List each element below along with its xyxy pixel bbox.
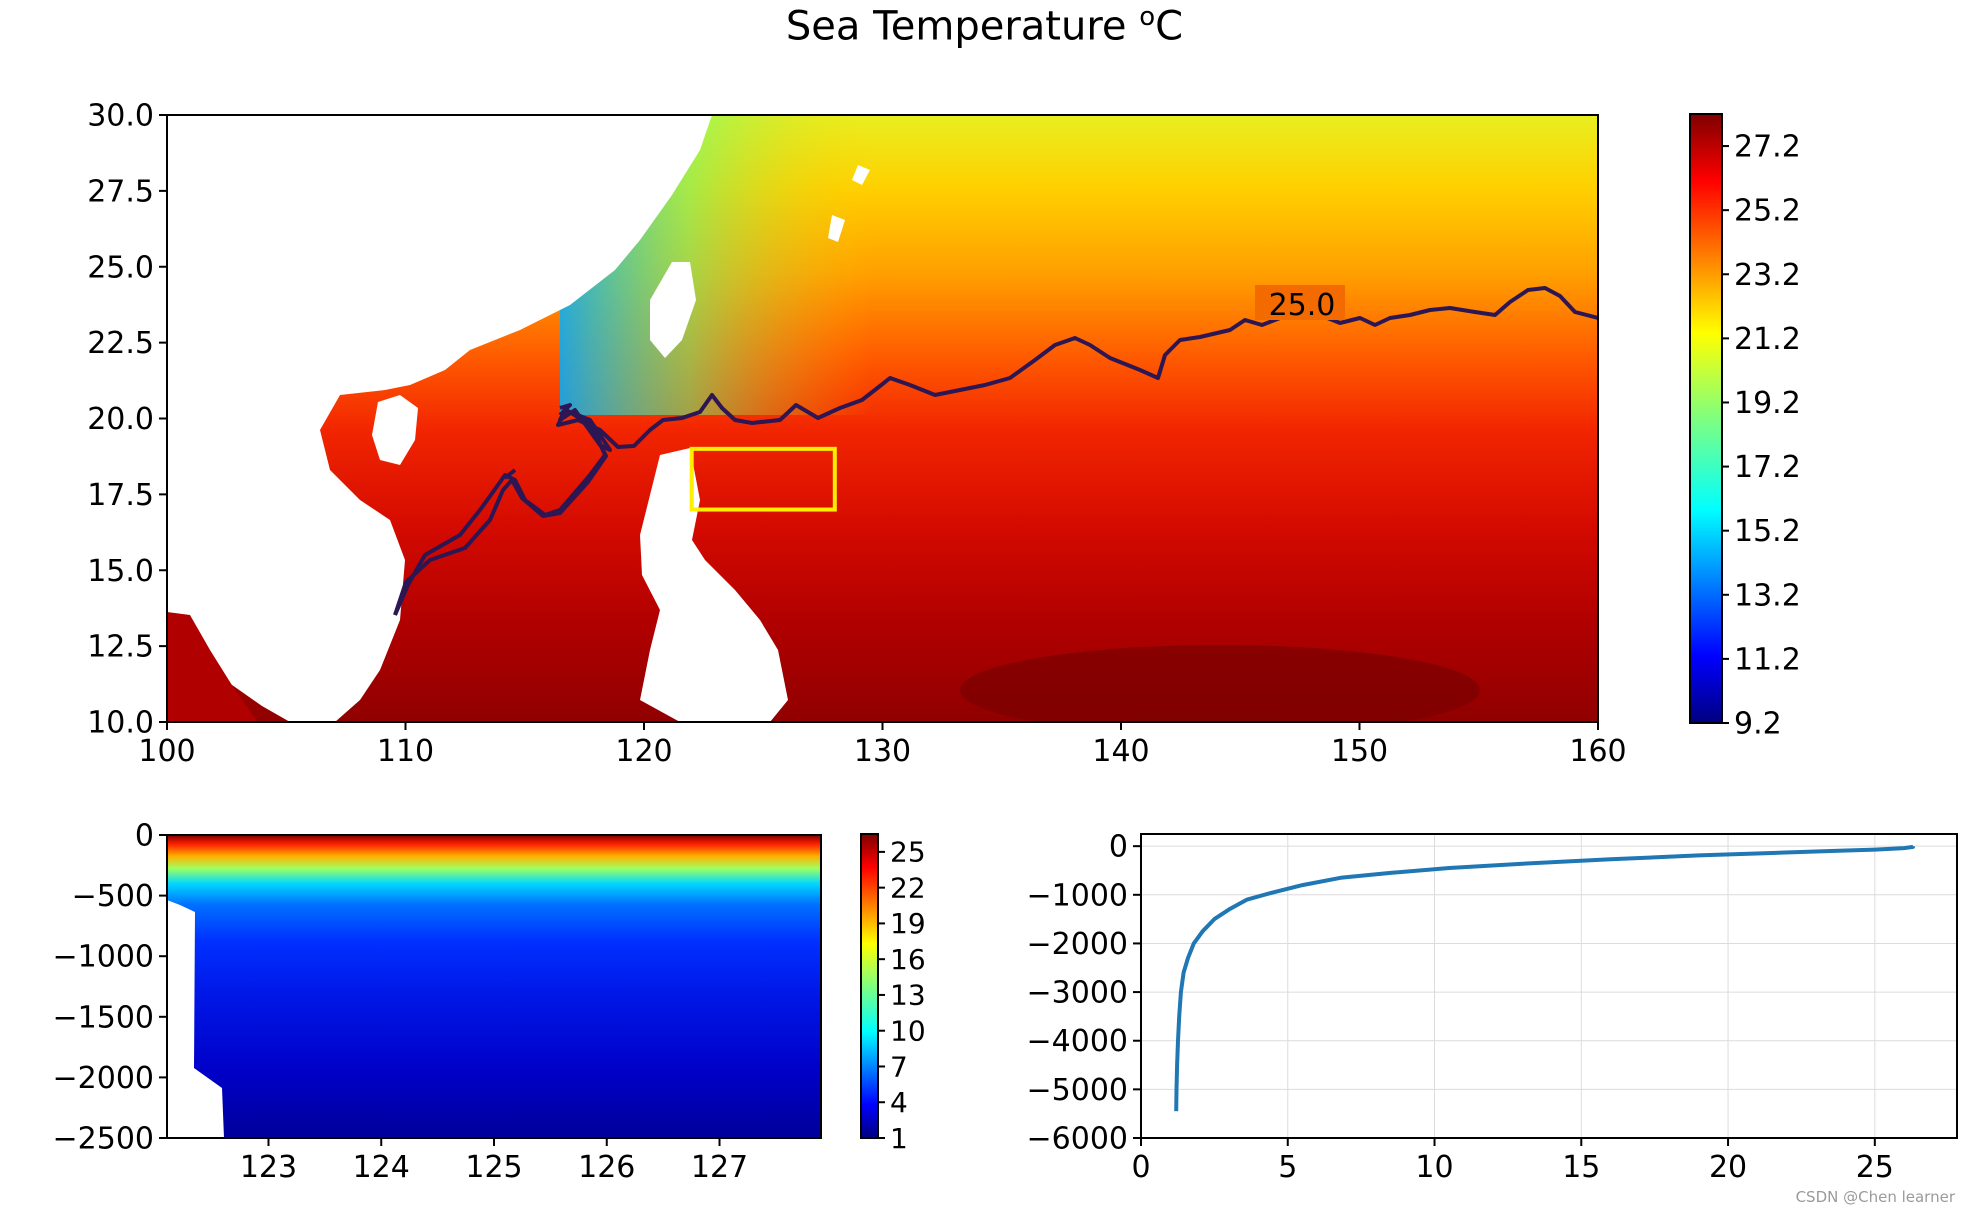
land-hainan (372, 395, 418, 465)
x-tick-label: 140 (1092, 734, 1149, 769)
sst-map-colorbar-gradient (1690, 114, 1722, 723)
colorbar-tick-label: 23.2 (1734, 258, 1801, 293)
x-tick-label: 5 (1278, 1150, 1297, 1185)
colorbar-tick-label: 7 (890, 1050, 908, 1083)
sst-map-colorbar-frame (1689, 113, 1723, 724)
profile-grid (1140, 834, 1957, 1139)
y-tick-label: 22.5 (87, 326, 154, 361)
y-tick-label: 0 (135, 819, 154, 854)
colorbar-tick-label: 17.2 (1734, 450, 1801, 485)
sst-map-x-axis: 100 110 120 130 140 150 160 (138, 722, 1627, 769)
y-tick-label: −1000 (1027, 878, 1128, 913)
colorbar-tick-label: 27.2 (1734, 130, 1801, 165)
profile-frame (1140, 833, 1958, 1139)
y-tick-label: 12.5 (87, 630, 154, 665)
gulf-of-thailand-water (167, 612, 258, 722)
y-tick-label: −3000 (1027, 976, 1128, 1011)
y-tick-label: 17.5 (87, 478, 154, 513)
x-tick-label: 130 (854, 734, 911, 769)
y-tick-label: 25.0 (87, 250, 154, 285)
x-tick-label: 125 (465, 1150, 522, 1185)
x-tick-label: 110 (377, 734, 434, 769)
y-tick-label: 0 (1109, 830, 1128, 865)
colorbar-tick-label: 11.2 (1734, 642, 1801, 677)
colorbar-tick-label: 1 (890, 1122, 908, 1155)
land-island-small (828, 215, 845, 242)
y-tick-label: −4000 (1027, 1024, 1128, 1059)
watermark: CSDN @Chen learner (1795, 1188, 1955, 1206)
x-tick-label: 120 (615, 734, 672, 769)
x-tick-label: 127 (691, 1150, 748, 1185)
land-mainland (167, 115, 712, 722)
profile-x-axis: 0 5 10 15 20 25 (1131, 1138, 1894, 1185)
sst-map-panel: 25.0 100 110 120 130 140 150 160 10.012.515.01… (87, 99, 1626, 770)
colorbar-tick-label: 4 (890, 1086, 908, 1119)
x-tick-label: 20 (1709, 1150, 1747, 1185)
sst-warm-pool (960, 645, 1480, 722)
contour-label: 25.0 (1269, 288, 1336, 323)
colorbar-tick-label: 9.2 (1734, 707, 1782, 742)
seafloor-mask (167, 900, 224, 1138)
depth-section-colorbar-gradient (861, 834, 878, 1138)
profile-y-axis: 0 −1000 −2000 −3000 −4000 −5000 −6000 (1027, 830, 1141, 1157)
x-tick-label: 124 (353, 1150, 410, 1185)
colorbar-tick-label: 25 (890, 836, 926, 869)
x-tick-label: 126 (578, 1150, 635, 1185)
y-tick-label: 30.0 (87, 99, 154, 134)
y-tick-label: −2000 (53, 1061, 154, 1096)
colorbar-tick-label: 19.2 (1734, 386, 1801, 421)
contour-25-line (393, 286, 1598, 616)
land-island-small (852, 165, 870, 185)
colorbar-tick-label: 21.2 (1734, 322, 1801, 357)
y-tick-label: −6000 (1027, 1122, 1128, 1157)
colorbar-tick-label: 13.2 (1734, 578, 1801, 613)
depth-section-x-axis: 123 124 125 126 127 (240, 1138, 748, 1185)
x-tick-label: 25 (1856, 1150, 1894, 1185)
selection-box (689, 446, 837, 512)
profile-series-line (1174, 844, 1915, 1112)
colorbar-tick-label: 13 (890, 979, 926, 1012)
depth-section-colorbar-frame (860, 833, 879, 1139)
x-tick-label: 100 (138, 734, 195, 769)
profile-panel: 0 5 10 15 20 25 0 −1000 −2000 −3000 −4000 −5000 −60… (1027, 830, 1958, 1185)
colorbar-tick-label: 19 (890, 907, 926, 940)
y-tick-label: −1000 (53, 940, 154, 975)
contour-label-background (1255, 285, 1345, 320)
colorbar-tick-label: 25.2 (1734, 194, 1801, 229)
colorbar-tick-label: 10 (890, 1015, 926, 1048)
figure-title: Sea Temperature oC (0, 2, 1969, 49)
x-tick-label: 15 (1562, 1150, 1600, 1185)
x-tick-label: 0 (1131, 1150, 1150, 1185)
x-tick-label: 150 (1331, 734, 1388, 769)
colorbar-tick-label: 15.2 (1734, 514, 1801, 549)
depth-section-y-axis: 0 −500 −1000 −1500 −2000 −2500 (53, 819, 167, 1157)
x-tick-label: 123 (240, 1150, 297, 1185)
sst-map-y-axis: 10.0 12.5 15.0 17.5 20.0 22.5 25.0 27.5 30.0 (87, 99, 167, 741)
y-tick-label: 27.5 (87, 174, 154, 209)
figure-title-unit: C (1155, 3, 1184, 50)
land-philippines (640, 448, 788, 722)
sst-map-colorbar: 9.2 11.2 13.2 15.2 17.2 19.2 21.2 23.2 25.2 27.2 (1689, 113, 1801, 742)
colorbar-tick-label: 22 (890, 871, 926, 904)
sst-map-colorbar-ticks: 9.2 11.2 13.2 15.2 17.2 19.2 21.2 23.2 25.2 27.2 (1722, 130, 1801, 742)
x-tick-label: 160 (1569, 734, 1626, 769)
y-tick-label: −2000 (1027, 927, 1128, 962)
x-tick-label: 10 (1415, 1150, 1453, 1185)
y-tick-label: −2500 (53, 1122, 154, 1157)
depth-section-panel: 123 124 125 126 127 0 −500 −1000 −1500 −2000 −250… (53, 819, 822, 1185)
y-tick-label: 15.0 (87, 554, 154, 589)
y-tick-label: −1500 (53, 1000, 154, 1035)
land-taiwan (650, 262, 696, 358)
y-tick-label: −500 (72, 879, 154, 914)
y-tick-label: 20.0 (87, 402, 154, 437)
y-tick-label: 10.0 (87, 706, 154, 741)
y-tick-label: −5000 (1027, 1073, 1128, 1108)
colorbar-tick-label: 16 (890, 943, 926, 976)
figure-title-text: Sea Temperature (785, 3, 1140, 50)
figure-title-degree: o (1139, 2, 1156, 32)
depth-section-field (167, 835, 821, 1138)
